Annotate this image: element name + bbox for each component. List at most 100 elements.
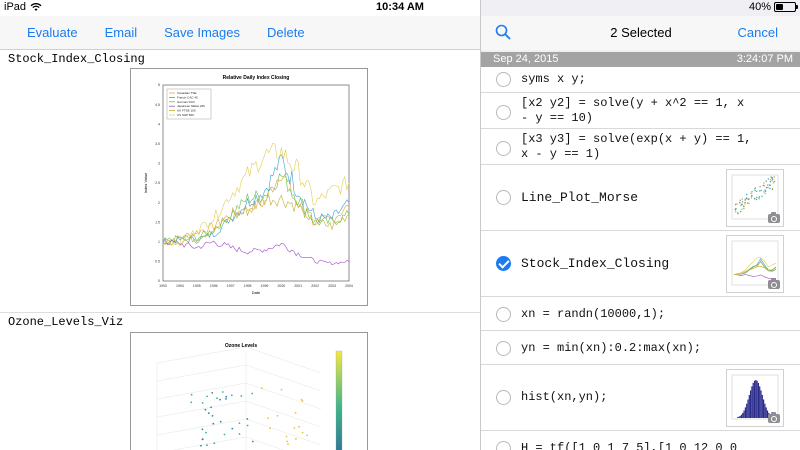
thumb-point [754, 187, 757, 189]
scatter-point [252, 440, 254, 443]
thumb-point [747, 198, 749, 201]
grid-line [245, 346, 322, 374]
scatter-point [223, 433, 226, 436]
thumb-point [754, 188, 756, 190]
session-time: 3:24:07 PM [736, 53, 793, 65]
hist-bar [743, 410, 745, 418]
x-tick-label: 2002 [311, 284, 319, 288]
plot-thumbnail[interactable] [726, 235, 784, 293]
history-command: hist(xn,yn); [521, 390, 608, 404]
battery-icon [774, 2, 798, 12]
scatter-point [207, 412, 210, 415]
thumb-point [764, 189, 766, 191]
thumb-point [769, 187, 771, 190]
evaluate-button[interactable]: Evaluate [27, 25, 78, 40]
hist-bar [764, 403, 766, 418]
thumb-point [758, 198, 760, 200]
colorbar [335, 350, 343, 450]
scatter-point [301, 431, 304, 434]
scatter-point [261, 387, 263, 390]
scatter-point [269, 427, 271, 430]
hist-bar [752, 382, 754, 418]
thumb-point [741, 208, 743, 210]
hist-bar [751, 386, 753, 418]
ozone-levels-figure[interactable]: Ozone Levels [130, 332, 368, 450]
scatter-point [210, 406, 212, 409]
hist-bar [742, 412, 744, 418]
grid-line [245, 418, 322, 446]
history-item[interactable]: syms x y; [481, 67, 800, 93]
history-item[interactable]: [x2 y2] = solve(y + x^2 == 1, x - y == 1… [481, 93, 800, 129]
thumb-point [746, 193, 748, 196]
thumb-line [734, 266, 777, 275]
hist-bar [760, 390, 762, 418]
select-radio[interactable] [496, 105, 511, 120]
scatter-point [246, 418, 249, 420]
x-tick-label: 1999 [261, 284, 269, 288]
select-radio-checked[interactable] [496, 256, 511, 271]
history-item[interactable]: [x3 y3] = solve(exp(x + y) == 1, x - y =… [481, 129, 800, 165]
scatter-point [219, 420, 222, 423]
thumb-point [763, 191, 765, 193]
hist-bar [744, 407, 746, 418]
status-right: 40% [749, 1, 798, 13]
search-icon[interactable] [495, 24, 511, 40]
select-radio[interactable] [496, 141, 511, 156]
thumb-point [762, 184, 764, 187]
y-tick-label: 0.5 [155, 260, 160, 264]
select-radio[interactable] [496, 72, 511, 87]
plot-thumbnail[interactable] [726, 369, 784, 427]
hist-bar [747, 399, 749, 418]
thumb-point [772, 182, 775, 184]
y-tick-label: 0 [158, 279, 160, 283]
stock-index-figure[interactable]: Relative Daily Index Closing 1993 1994 1995… [130, 68, 368, 306]
histogram-thumbnail-plot [731, 374, 779, 420]
legend-label: UK FTSE 100 [177, 109, 196, 113]
select-radio[interactable] [496, 341, 511, 356]
select-radio[interactable] [496, 190, 511, 205]
x-tick-label: 2004 [345, 284, 353, 288]
select-radio[interactable] [496, 390, 511, 405]
scatter-point [225, 398, 227, 400]
thumb-point [756, 190, 758, 192]
history-item[interactable]: Stock_Index_Closing [481, 231, 800, 297]
history-item[interactable]: H = tf([1 0 1 7 5],[1 0 12 0 0 0]); [481, 431, 800, 450]
select-radio[interactable] [496, 441, 511, 450]
hist-bar [763, 399, 765, 418]
email-button[interactable]: Email [104, 25, 138, 40]
cancel-button[interactable]: Cancel [737, 25, 778, 40]
thumb-point [771, 177, 774, 179]
grid-line [245, 364, 322, 392]
thumb-point [754, 190, 756, 192]
thumb-line [733, 258, 777, 275]
plot-thumbnail[interactable] [726, 169, 784, 227]
thumb-point [744, 199, 746, 201]
x-tick-label: 1996 [210, 284, 218, 288]
history-item[interactable]: hist(xn,yn); [481, 365, 800, 431]
hist-bar [757, 382, 759, 418]
grid-line [172, 436, 247, 450]
history-item[interactable]: xn = randn(10000,1); [481, 297, 800, 331]
scatter-point [300, 398, 303, 401]
thumb-point [767, 184, 769, 186]
thumb-point [744, 198, 746, 200]
history-item[interactable]: yn = min(xn):0.2:max(xn); [481, 331, 800, 365]
wifi-icon [30, 3, 42, 11]
x-tick-label: 1993 [159, 284, 167, 288]
history-item[interactable]: Line_Plot_Morse [481, 165, 800, 231]
save-images-button[interactable]: Save Images [164, 25, 240, 40]
select-radio[interactable] [496, 307, 511, 322]
thumb-point [765, 180, 767, 182]
thumb-point [747, 202, 749, 204]
grid-line [245, 436, 285, 450]
thumb-point [743, 205, 745, 208]
delete-button[interactable]: Delete [266, 25, 305, 40]
thumb-point [771, 187, 774, 190]
thumb-point [769, 181, 772, 183]
result-title: Ozone_Levels_Viz [8, 315, 124, 329]
thumb-point [737, 212, 739, 214]
legend-label: German DAX [177, 100, 195, 104]
series-line [162, 176, 350, 244]
scatter-point [287, 443, 289, 445]
